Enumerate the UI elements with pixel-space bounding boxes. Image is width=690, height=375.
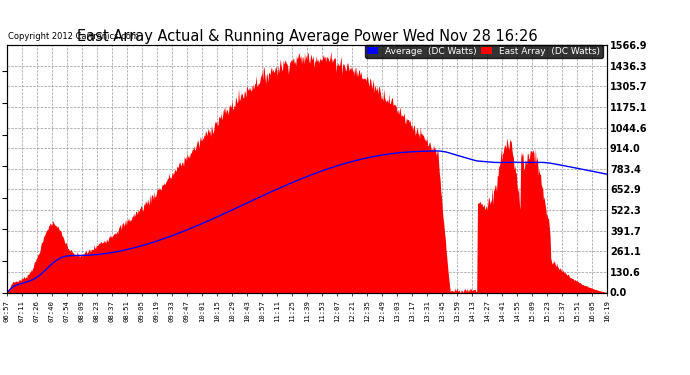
Text: Copyright 2012 Cartronics.com: Copyright 2012 Cartronics.com — [8, 32, 139, 41]
Legend: Average  (DC Watts), East Array  (DC Watts): Average (DC Watts), East Array (DC Watts… — [365, 45, 602, 58]
Title: East Array Actual & Running Average Power Wed Nov 28 16:26: East Array Actual & Running Average Powe… — [77, 29, 538, 44]
